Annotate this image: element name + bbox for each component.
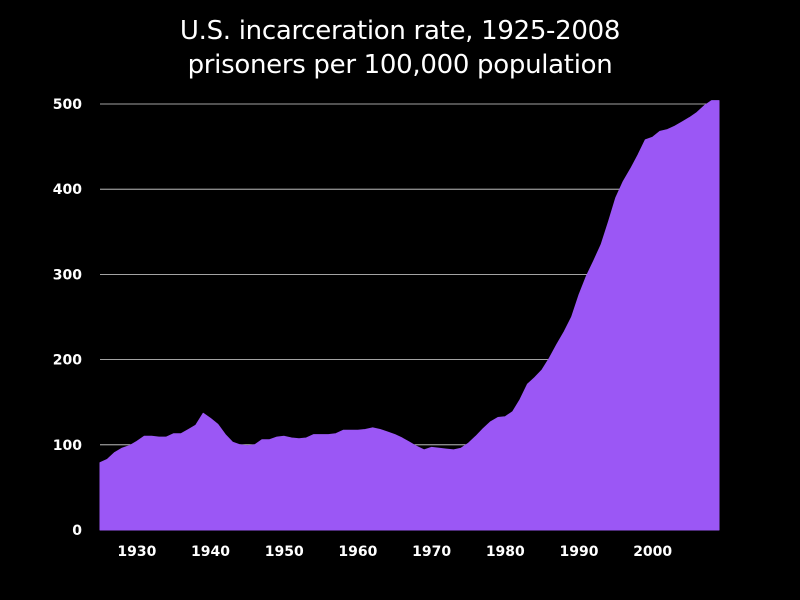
x-tick-label-1950: 1950 [265,544,304,560]
x-tick-label-1960: 1960 [338,544,377,560]
incarceration-rate-area [99,100,720,531]
y-tick-label-300: 300 [53,267,82,283]
x-tick-label-1940: 1940 [191,544,230,560]
y-tick-label-500: 500 [53,97,82,113]
y-axis-ticks: 0 100 200 300 400 500 [53,97,82,539]
chart-subtitle: prisoners per 100,000 population [187,50,613,80]
x-tick-label-2000: 2000 [633,544,672,560]
y-tick-label-100: 100 [53,438,82,454]
y-tick-label-200: 200 [53,353,82,369]
chart-title: U.S. incarceration rate, 1925-2008 [179,16,621,46]
x-axis-ticks: 1930 1940 1950 1960 1970 1980 1990 2000 [117,544,672,560]
x-tick-label-1970: 1970 [412,544,451,560]
x-tick-label-1980: 1980 [486,544,525,560]
y-tick-label-0: 0 [72,523,82,539]
x-tick-label-1930: 1930 [117,544,156,560]
x-tick-label-1990: 1990 [560,544,599,560]
y-tick-label-400: 400 [53,182,82,198]
title-block: U.S. incarceration rate, 1925-2008 priso… [0,14,800,82]
area-series [99,100,720,531]
